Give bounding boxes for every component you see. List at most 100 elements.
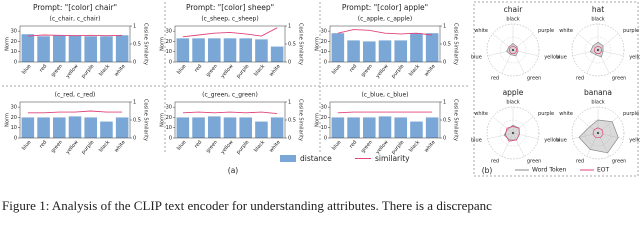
bar	[363, 41, 376, 62]
axis-label: red	[491, 158, 499, 164]
x-tick-label: black	[253, 63, 266, 77]
bar	[21, 34, 35, 62]
x-tick-label: purple	[80, 139, 95, 155]
y-tick-label: 20	[166, 115, 172, 121]
axis-label: yellow	[544, 137, 560, 143]
bar	[223, 38, 237, 62]
bar	[223, 117, 237, 138]
line	[182, 111, 278, 114]
bar	[331, 117, 345, 138]
line	[337, 29, 433, 36]
radar-frame	[571, 23, 625, 77]
y-tick-label: 10	[11, 125, 17, 131]
caption: Figure 1: Analysis of the CLIP text enco…	[2, 198, 492, 213]
chart-subtitle: (c_chair, c_chair)	[50, 16, 101, 23]
x-tick-label: yellow	[65, 139, 80, 155]
x-tick-label: blue	[331, 63, 343, 75]
axis-label: black	[506, 17, 519, 23]
y-tick-label: 30	[11, 105, 17, 111]
y-tick-label: 30	[321, 105, 327, 111]
bar	[378, 116, 392, 138]
bar	[53, 117, 66, 138]
axis-label: blue	[556, 54, 567, 60]
radar-frame	[571, 106, 625, 160]
x-tick-label: red	[193, 139, 203, 149]
y2-axis-label: Cosine Similarity	[453, 99, 459, 141]
axis-label: yellow	[544, 54, 560, 60]
legend-label: EOT	[597, 167, 610, 174]
x-tick-label: white	[113, 63, 126, 77]
radar-spoke	[487, 132, 514, 139]
bar	[68, 35, 82, 62]
chart-title: Prompt: "[color] chair"	[33, 3, 117, 12]
radar-spoke	[572, 132, 599, 139]
x-tick-label: green	[360, 63, 374, 78]
bar	[84, 117, 97, 138]
radar-area	[578, 119, 619, 154]
y-tick-label: 10	[11, 49, 17, 55]
axis-label: black	[591, 17, 604, 23]
radar-area	[592, 127, 604, 139]
y2-tick-label: 0.5	[133, 118, 141, 124]
chart-title: chair	[504, 5, 524, 14]
bar	[270, 46, 284, 62]
bar	[394, 117, 407, 138]
axis-label: red	[491, 75, 499, 81]
axis-label: green	[527, 75, 541, 81]
radar-area	[508, 45, 518, 54]
x-tick-label: black	[408, 63, 421, 77]
bar	[208, 116, 221, 138]
radar-spoke	[577, 116, 599, 134]
radar-spoke	[597, 33, 619, 51]
bar	[255, 39, 268, 62]
radar-spoke	[492, 116, 514, 134]
radar-spoke	[597, 132, 624, 139]
bar	[410, 121, 423, 138]
y2-tick-label: 1	[443, 24, 446, 30]
axis-label: white	[474, 28, 488, 34]
bar	[239, 38, 252, 62]
axis-label: white	[474, 111, 488, 117]
y2-tick-label: 1	[288, 100, 291, 106]
x-tick-label: red	[193, 63, 203, 73]
x-tick-label: blue	[21, 139, 33, 151]
bar	[37, 36, 50, 62]
y2-axis-label: Cosine Similarity	[143, 99, 149, 141]
radar-spoke	[586, 49, 599, 74]
x-tick-label: purple	[390, 63, 405, 79]
bar	[270, 117, 284, 138]
bar	[68, 116, 82, 138]
radar-area	[593, 45, 603, 54]
x-tick-label: red	[38, 139, 48, 149]
radar-spoke	[577, 33, 599, 51]
y-tick-label: 20	[11, 115, 17, 121]
axis-label: blue	[471, 137, 482, 143]
axis-label: red	[576, 75, 584, 81]
bar	[84, 36, 97, 62]
bar	[192, 117, 205, 138]
x-tick-label: green	[360, 139, 374, 154]
radar-spoke	[597, 116, 619, 134]
radar-spoke	[512, 116, 534, 134]
y2-tick-label: 0	[288, 136, 291, 142]
x-tick-label: blue	[21, 63, 33, 75]
radar-center	[512, 132, 514, 134]
x-tick-label: blue	[331, 139, 343, 151]
chart-title: banana	[584, 88, 612, 97]
plot-frame	[174, 101, 286, 139]
bar	[115, 117, 129, 138]
x-tick-label: purple	[80, 63, 95, 79]
y-tick-label: 10	[166, 49, 172, 55]
axis-label: yellow	[629, 54, 640, 60]
x-tick-label: green	[205, 63, 219, 78]
y-tick-label: 0	[14, 60, 17, 66]
x-tick-label: yellow	[220, 63, 235, 79]
x-tick-label: purple	[235, 139, 250, 155]
figure: (a) (b) Figure 1: Analysis of the CLIP t…	[2, 1, 640, 213]
radar-spoke	[597, 49, 610, 74]
y-axis-label: Norm	[160, 113, 166, 127]
axis-label: white	[559, 28, 573, 34]
x-tick-label: white	[423, 63, 436, 77]
plot-frame	[19, 25, 131, 63]
bar	[21, 117, 35, 138]
